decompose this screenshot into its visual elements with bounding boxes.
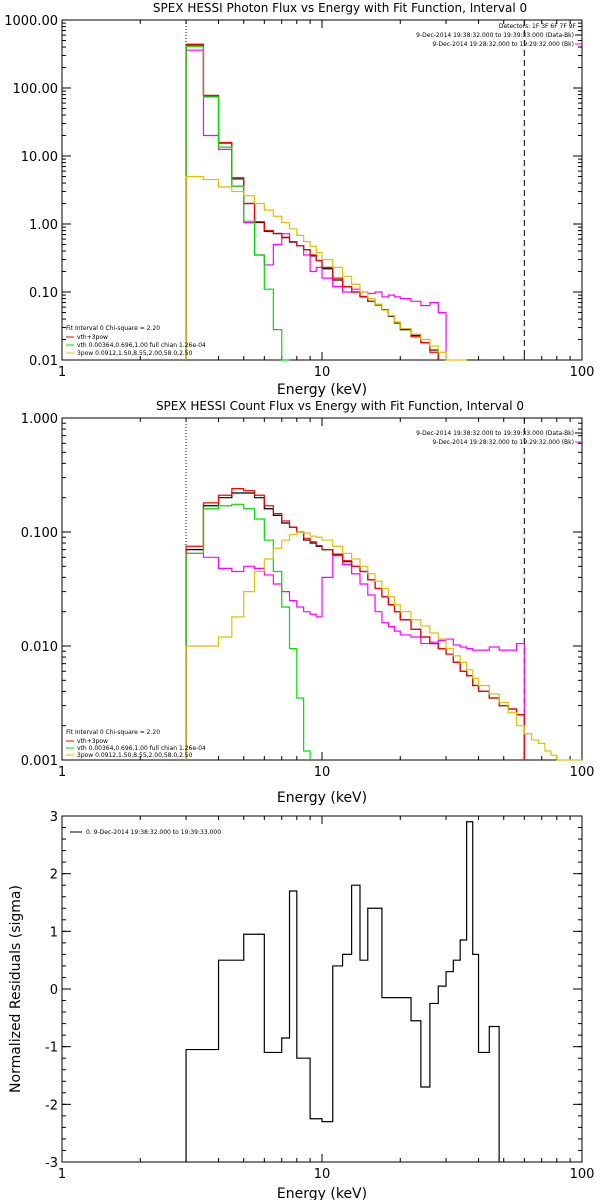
- residuals-legend-label: 0. 9-Dec-2014 19:38:32.000 to 19:39:33.0…: [86, 829, 221, 836]
- count-flux-series-3pow: [185, 531, 582, 761]
- count-flux-fit-vth: vth 0.00364,0.696,1.00 full chian 1.26e-…: [77, 745, 206, 752]
- count-flux-series-data-bk: [185, 492, 525, 760]
- residuals-x-tick-label: 1: [58, 1167, 66, 1182]
- residuals-y-tick-label: 2: [50, 868, 58, 883]
- count-flux-xlabel: Energy (keV): [277, 790, 367, 806]
- count-flux-fit-vth3pow: vth+3pow: [77, 738, 108, 745]
- count-flux-panel: SPEX HESSI Count Flux vs Energy with Fit…: [21, 399, 595, 806]
- count-flux-x-tick-label: 10: [314, 765, 331, 780]
- residuals-x-tick-label: 100: [570, 1167, 595, 1182]
- photon-flux-series-3pow: [185, 175, 467, 361]
- count-flux-plot-marks: 1 10 100 0.001 0.010 0.100 1.000: [21, 412, 595, 780]
- photon-flux-y-tick-label: 100.00: [13, 82, 59, 97]
- residuals-y-tick-label: 3: [50, 810, 58, 825]
- photon-flux-plot-marks: 1 10 100 0.01 0.10 1.00 10.00 100.00 1000.00: [4, 14, 594, 380]
- photon-flux-series-vth-3pow: [185, 43, 439, 360]
- residuals-y-tick-label: -2: [45, 1098, 58, 1113]
- photon-flux-series-bk: [185, 49, 447, 360]
- count-flux-y-tick-label: 0.010: [21, 640, 58, 655]
- photon-flux-y-tick-label: 10.00: [21, 150, 58, 165]
- residuals-plot-marks: 1 10 100 -3 -2 -1 0 1 2 3: [45, 810, 594, 1182]
- residuals-xlabel: Energy (keV): [277, 1186, 367, 1200]
- photon-flux-xlabel: Energy (keV): [277, 382, 367, 398]
- count-flux-data-interval: 9-Dec-2014 19:38:32.000 to 19:39:33.000 …: [416, 430, 574, 437]
- photon-flux-y-tick-label: 1000.00: [4, 14, 58, 29]
- count-flux-bk-interval: 9-Dec-2014 19:28:32.000 to 19:29:32.000 …: [432, 439, 574, 446]
- photon-flux-y-tick-label: 0.01: [29, 354, 58, 369]
- photon-flux-detectors: Detectors: 1F 3F 6F 7F 9F: [499, 23, 577, 30]
- photon-flux-series-data-bk: [185, 44, 439, 360]
- photon-flux-y-tick-label: 1.00: [29, 218, 58, 233]
- residuals-series-0-9-dec-2014-19-38-32-000-to-19-39-33-000: [185, 821, 500, 1162]
- photon-flux-fit-header: Fit Interval 0 Chi-square = 2.20: [66, 325, 160, 332]
- residuals-x-tick-label: 10: [314, 1167, 331, 1182]
- photon-flux-x-tick-label: 1: [58, 365, 66, 380]
- count-flux-y-tick-label: 0.001: [21, 754, 58, 769]
- photon-flux-y-tick-label: 0.10: [29, 286, 58, 301]
- photon-flux-plot-frame: [61, 19, 583, 361]
- photon-flux-series-vth: [185, 45, 290, 361]
- residuals-y-tick-label: -3: [45, 1156, 58, 1171]
- count-flux-series-bk: [185, 552, 525, 760]
- residuals-y-tick-label: -1: [45, 1041, 58, 1056]
- residuals-ylabel: Normalized Residuals (sigma): [8, 885, 24, 1093]
- residuals-y-tick-label: 0: [50, 983, 58, 998]
- photon-flux-panel: SPEX HESSI Photon Flux vs Energy with Fi…: [4, 1, 594, 398]
- photon-flux-title: SPEX HESSI Photon Flux vs Energy with Fi…: [153, 1, 527, 15]
- count-flux-series-vth-3pow: [185, 488, 525, 760]
- residuals-y-tick-label: 1: [50, 925, 58, 940]
- photon-flux-fit-vth3pow: vth+3pow: [77, 334, 108, 341]
- photon-flux-bk-interval: 9-Dec-2014 19:28:32.000 to 19:29:32.000 …: [432, 41, 574, 48]
- photon-flux-fit-3pow: 3pow 0.0912,1.50,8.55,2.00,58.0,2.50: [77, 350, 193, 357]
- count-flux-y-tick-label: 1.000: [21, 412, 58, 427]
- residuals-panel: 1 10 100 -3 -2 -1 0 1 2 3 0. 9-Dec-2014 19:38:32.…: [8, 810, 594, 1200]
- photon-flux-x-tick-label: 100: [570, 365, 595, 380]
- count-flux-fit-3pow: 3pow 0.0912,1.50,8.55,2.00,58.0,2.50: [77, 752, 193, 759]
- count-flux-fit-header: Fit Interval 0 Chi-square = 2.20: [66, 729, 160, 736]
- count-flux-y-tick-label: 0.100: [21, 526, 58, 541]
- residuals-plot-frame: [61, 815, 583, 1163]
- photon-flux-x-tick-label: 10: [314, 365, 331, 380]
- count-flux-x-tick-label: 1: [58, 765, 66, 780]
- count-flux-title: SPEX HESSI Count Flux vs Energy with Fit…: [156, 399, 524, 413]
- photon-flux-data-interval: 9-Dec-2014 19:38:32.000 to 19:39:33.000 …: [416, 32, 574, 39]
- count-flux-series-vth: [185, 503, 311, 760]
- count-flux-x-tick-label: 100: [570, 765, 595, 780]
- photon-flux-fit-vth: vth 0.00364,0.696,1.00 full chian 1.26e-…: [77, 342, 206, 349]
